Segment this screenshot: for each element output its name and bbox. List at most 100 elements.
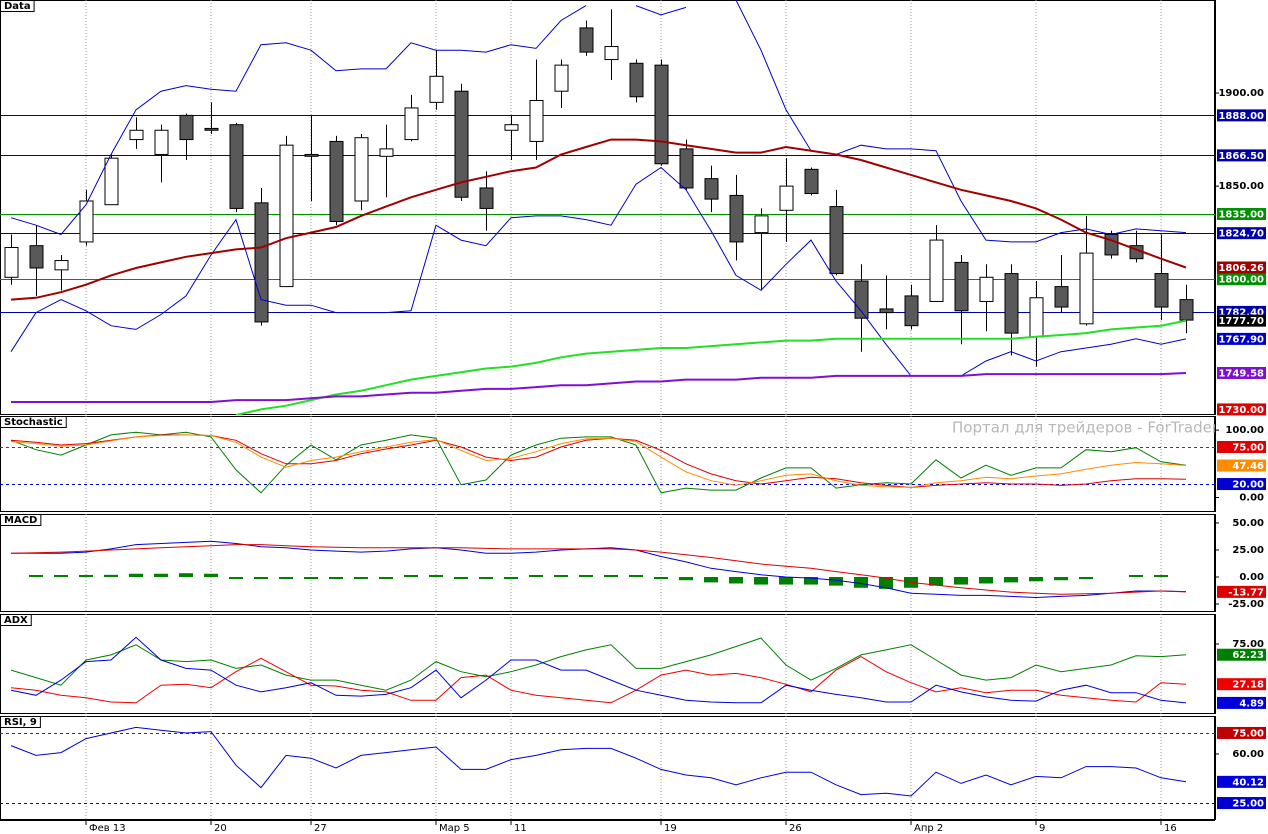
y-tick-label: 100.00 bbox=[1225, 425, 1264, 436]
value-tag-label: 75.00 bbox=[1232, 728, 1264, 739]
histogram-bar bbox=[404, 574, 418, 577]
histogram-bar bbox=[1129, 574, 1143, 577]
histogram-bar bbox=[154, 573, 168, 577]
x-tick-label: 27 bbox=[314, 823, 327, 834]
candle-body bbox=[1029, 297, 1044, 338]
candle-body bbox=[554, 64, 569, 92]
x-axis bbox=[0, 820, 1268, 834]
panel bbox=[0, 514, 1215, 612]
x-tick-label: 9 bbox=[1039, 823, 1045, 834]
panel-plot bbox=[0, 716, 1215, 820]
candle-body bbox=[179, 114, 194, 141]
histogram-bar bbox=[754, 576, 768, 585]
histogram-bar bbox=[804, 576, 818, 585]
histogram-bar bbox=[554, 574, 568, 577]
series-line bbox=[10, 544, 1187, 595]
histogram-bar bbox=[379, 576, 393, 579]
value-tag-label: 1888.00 bbox=[1218, 111, 1264, 122]
x-tick-label: 26 bbox=[789, 823, 802, 834]
candle-body bbox=[1179, 299, 1194, 321]
value-tag-label: 25.00 bbox=[1232, 799, 1264, 810]
value-tag bbox=[1217, 459, 1266, 472]
histogram-bar bbox=[829, 576, 843, 586]
panel bbox=[0, 0, 1215, 415]
candle-body bbox=[454, 90, 469, 198]
panel-plot bbox=[0, 0, 1215, 415]
candle-body bbox=[354, 137, 369, 202]
candle-body bbox=[729, 194, 744, 243]
y-tick-label: -25.00 bbox=[1228, 599, 1264, 610]
series-line bbox=[10, 726, 1187, 797]
panel-title-box bbox=[0, 416, 67, 428]
series-line bbox=[11, 372, 1187, 403]
candle-body bbox=[679, 148, 694, 189]
panel-title: RSI, 9 bbox=[4, 717, 37, 728]
candle-body bbox=[829, 206, 844, 275]
value-tag-label: 1806.26 bbox=[1218, 263, 1264, 274]
x-tick-label: 16 bbox=[1164, 823, 1177, 834]
candle-body bbox=[604, 46, 619, 61]
histogram-bar bbox=[479, 576, 493, 579]
candle-body bbox=[1154, 273, 1169, 308]
candle-body bbox=[104, 157, 119, 206]
value-tag-label: 40.12 bbox=[1232, 777, 1264, 788]
histogram-bar bbox=[54, 574, 68, 577]
panel-title: ADX bbox=[4, 615, 28, 626]
histogram-bar bbox=[929, 576, 943, 586]
histogram-bar bbox=[179, 573, 193, 577]
candle-body bbox=[754, 215, 769, 234]
x-tick-label: 20 bbox=[214, 823, 227, 834]
value-tag bbox=[1217, 366, 1266, 379]
y-tick-label: 1900.00 bbox=[1218, 88, 1264, 99]
panel-title-box bbox=[0, 0, 35, 12]
candle-body bbox=[504, 124, 519, 131]
panel-title-box bbox=[0, 514, 42, 526]
candle-body bbox=[54, 260, 69, 271]
histogram-bar bbox=[229, 576, 243, 579]
value-tag bbox=[1217, 208, 1266, 221]
candle-body bbox=[954, 261, 969, 312]
value-tag bbox=[1217, 314, 1266, 327]
candle-body bbox=[654, 64, 669, 165]
x-tick-label: Мар 5 bbox=[439, 823, 470, 834]
value-tag bbox=[1217, 775, 1266, 788]
candle-body bbox=[1104, 233, 1119, 256]
value-tag-label: 75.00 bbox=[1232, 442, 1264, 453]
histogram-bar bbox=[679, 576, 693, 581]
series-line bbox=[10, 434, 1187, 488]
histogram-bar bbox=[604, 574, 618, 577]
panel bbox=[0, 416, 1215, 512]
histogram-bar bbox=[29, 574, 43, 577]
candle-body bbox=[479, 187, 494, 209]
axis-column bbox=[1215, 0, 1268, 416]
value-tag-label: 1782.40 bbox=[1218, 307, 1264, 318]
histogram-bar bbox=[654, 576, 668, 579]
candle-body bbox=[254, 202, 269, 323]
histogram-bar bbox=[1004, 576, 1018, 583]
panel-plot bbox=[10, 514, 1187, 612]
value-tag bbox=[1217, 403, 1266, 416]
y-tick-label: 25.00 bbox=[1232, 545, 1264, 556]
histogram-bar bbox=[779, 576, 793, 585]
candle-body bbox=[629, 62, 644, 98]
series-line bbox=[235, 319, 1187, 415]
histogram-bar bbox=[354, 576, 368, 579]
value-tag-label: 47.46 bbox=[1232, 461, 1264, 472]
candle-body bbox=[779, 185, 794, 211]
value-tag bbox=[1217, 797, 1266, 810]
histogram-bar bbox=[254, 576, 268, 579]
candle-body bbox=[129, 129, 144, 141]
panel-title: Stochastic bbox=[4, 417, 63, 428]
value-tag bbox=[1217, 478, 1266, 491]
series-line bbox=[10, 656, 1187, 704]
value-tag bbox=[1217, 109, 1266, 122]
x-tick-label: Апр 2 bbox=[914, 823, 943, 834]
value-tag bbox=[1217, 227, 1266, 240]
value-tag-label: -13.77 bbox=[1228, 587, 1264, 598]
candle-body bbox=[879, 308, 894, 314]
panel-title-box bbox=[0, 716, 41, 728]
y-tick-label: 0.00 bbox=[1239, 572, 1264, 583]
candle-body bbox=[1079, 252, 1094, 325]
candle-body bbox=[29, 245, 44, 269]
